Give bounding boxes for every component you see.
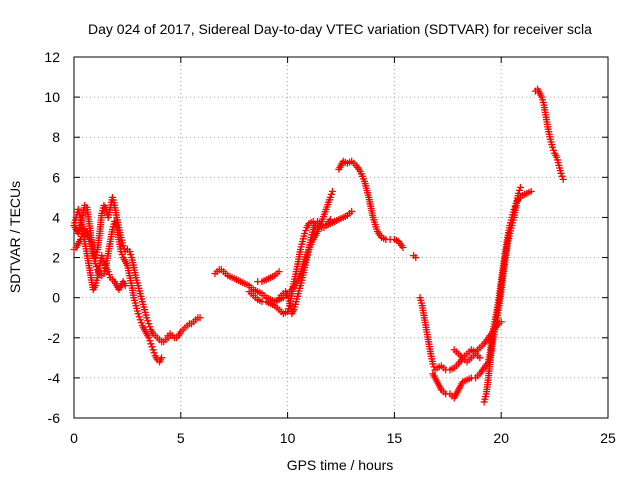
data-point-marker <box>100 258 108 266</box>
data-point-marker <box>149 346 157 354</box>
data-point-marker <box>99 255 107 263</box>
plot-frame <box>73 56 609 419</box>
data-point-marker <box>516 183 524 191</box>
data-point-marker <box>144 317 152 325</box>
data-point-marker <box>121 282 129 290</box>
data-point-marker <box>98 252 106 260</box>
data-point-marker <box>302 226 310 234</box>
data-point-marker <box>550 146 558 154</box>
data-point-marker <box>147 340 155 348</box>
data-point-marker <box>497 318 505 326</box>
y-axis-label: SDTVAR / TECUs <box>7 181 23 293</box>
data-point-marker <box>126 248 134 256</box>
y-tick-label: 8 <box>52 129 60 145</box>
data-point-marker <box>104 268 112 276</box>
y-tick-label: 6 <box>52 169 60 185</box>
x-tick-label: 10 <box>280 430 296 446</box>
data-point-marker <box>348 207 356 215</box>
data-point-marker <box>514 189 522 197</box>
data-point-marker <box>145 334 153 342</box>
y-tick-label: -2 <box>48 330 61 346</box>
data-point-marker <box>119 242 127 250</box>
ticks: 0 5 10 15 20 25 -6 -4 -2 0 2 4 6 8 10 12 <box>44 49 616 446</box>
data-point-marker <box>137 319 145 327</box>
y-tick-label: 4 <box>52 209 60 225</box>
data-point-marker <box>146 337 154 345</box>
data-point-marker <box>134 310 142 318</box>
data-point-marker <box>158 354 166 362</box>
data-point-marker <box>166 330 174 338</box>
data-point-marker <box>557 169 565 177</box>
y-tick-label: -6 <box>48 410 61 426</box>
data-point-marker <box>327 190 335 198</box>
data-point-marker <box>527 187 535 195</box>
data-point-marker <box>136 316 144 324</box>
y-tick-label: -4 <box>48 370 61 386</box>
data-point-marker <box>326 215 334 223</box>
data-point-marker <box>118 251 126 259</box>
y-tick-label: 0 <box>52 290 60 306</box>
y-tick-label: 12 <box>44 49 60 65</box>
x-tick-label: 20 <box>493 430 509 446</box>
data-point-marker <box>135 313 143 321</box>
data-point-marker <box>145 320 153 328</box>
data-point-marker <box>399 244 407 252</box>
data-point-marker <box>476 354 484 362</box>
data-point-marker <box>143 314 151 322</box>
data-point-marker <box>105 271 113 279</box>
data-point-marker <box>120 245 128 253</box>
x-tick-label: 0 <box>70 430 78 446</box>
x-tick-label: 25 <box>600 430 616 446</box>
data-point-marker <box>326 193 334 201</box>
data-point-marker <box>558 172 566 180</box>
data-point-marker <box>148 343 156 351</box>
data-point-marker <box>101 261 109 269</box>
data-points <box>70 85 567 406</box>
data-point-marker <box>515 186 523 194</box>
data-point-marker <box>196 314 204 322</box>
data-point-marker <box>559 175 567 183</box>
data-point-marker <box>150 349 158 357</box>
data-point-marker <box>548 143 556 151</box>
y-tick-label: 10 <box>44 89 60 105</box>
data-point-marker <box>328 187 336 195</box>
chart-title: Day 024 of 2017, Sidereal Day-to-day VTE… <box>88 21 592 37</box>
x-axis-label: GPS time / hours <box>287 457 394 473</box>
data-point-marker <box>146 323 154 331</box>
x-tick-label: 15 <box>387 430 403 446</box>
data-point-marker <box>275 268 283 276</box>
data-point-marker <box>412 254 420 262</box>
data-point-marker <box>429 360 437 368</box>
y-tick-label: 2 <box>52 250 60 266</box>
data-point-marker <box>301 229 309 237</box>
x-tick-label: 5 <box>177 430 185 446</box>
data-point-marker <box>127 251 135 259</box>
